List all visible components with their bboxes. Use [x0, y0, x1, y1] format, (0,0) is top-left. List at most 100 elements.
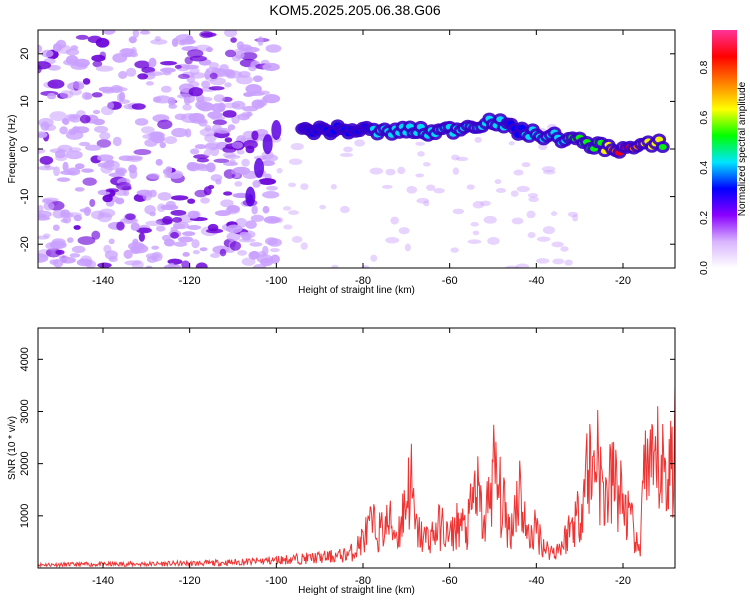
sparse-blob — [466, 184, 475, 190]
sparse-blob — [472, 230, 480, 236]
noise-blob — [262, 191, 280, 199]
noise-blob — [222, 110, 237, 118]
sparse-blob — [417, 151, 425, 157]
noise-blob — [98, 208, 116, 218]
sparse-blob — [291, 236, 303, 243]
noise-blob — [95, 65, 114, 72]
chart-title: KOM5.2025.205.06.38.G06 — [269, 2, 441, 18]
noise-blob — [97, 162, 115, 168]
noise-blob — [253, 155, 267, 160]
noise-blob — [134, 118, 149, 126]
sparse-blob — [288, 182, 297, 188]
noise-blob — [84, 260, 93, 267]
sparse-blob — [288, 158, 303, 165]
noise-blob — [204, 125, 212, 132]
noise-blob — [181, 260, 190, 268]
noise-blob — [206, 46, 213, 53]
sparse-blob — [415, 173, 425, 178]
noise-blob — [236, 41, 245, 50]
noise-blob — [220, 199, 234, 208]
noise-blob — [186, 162, 200, 172]
sparse-blob — [483, 215, 497, 224]
noise-blob — [136, 227, 152, 234]
x-tick-label: -60 — [442, 275, 458, 287]
sparse-blob — [390, 216, 399, 225]
noise-blob — [262, 62, 280, 72]
noise-blob — [269, 217, 282, 223]
noise-blob — [139, 30, 151, 35]
noise-blob — [252, 180, 261, 188]
noise-blob — [157, 191, 172, 201]
sparse-blob — [521, 162, 531, 168]
noise-blob — [79, 114, 91, 124]
noise-blob — [73, 225, 81, 230]
noise-blob — [213, 158, 230, 163]
noise-blob — [188, 86, 204, 97]
noise-blob — [54, 150, 66, 159]
noise-blob — [82, 78, 91, 85]
noise-blob — [252, 75, 263, 83]
x-tick-label: -120 — [179, 575, 201, 587]
noise-blob — [250, 214, 265, 222]
noise-blob — [47, 64, 61, 71]
sparse-blob — [536, 258, 550, 264]
noise-blob — [227, 124, 236, 131]
sparse-blob — [343, 146, 353, 153]
noise-blob — [46, 92, 57, 100]
sparse-blob — [370, 254, 378, 262]
sparse-blob — [474, 136, 482, 143]
noise-blob — [94, 125, 109, 133]
noise-blob — [256, 254, 273, 264]
noise-blob — [71, 245, 86, 254]
noise-blob — [239, 231, 250, 237]
x-axis-label: Height of straight line (km) — [298, 585, 415, 596]
colorbar-label: Normalized spectral amplitude — [737, 81, 748, 216]
noise-blob — [160, 85, 172, 93]
noise-blob — [231, 141, 243, 149]
noise-blob — [67, 115, 78, 121]
sparse-blob — [541, 166, 556, 172]
noise-blob — [172, 221, 190, 230]
noise-blob — [140, 126, 155, 134]
noise-blob — [195, 262, 208, 268]
x-axis-label: Height of straight line (km) — [298, 285, 415, 296]
noise-blob — [192, 249, 200, 255]
noise-blob — [180, 113, 199, 123]
colorbar-tick-label: 0.2 — [699, 211, 710, 225]
noise-blob — [141, 66, 156, 74]
sparse-blob — [288, 210, 300, 216]
colorbar-tick-label: 0.6 — [699, 110, 710, 124]
noise-blob — [168, 262, 176, 268]
noise-blob — [200, 32, 217, 37]
noise-blob — [134, 60, 150, 69]
noise-blob — [170, 231, 179, 239]
sparse-blob — [276, 216, 284, 224]
noise-blob — [91, 92, 103, 98]
noise-blob — [56, 39, 67, 49]
noise-blob — [78, 141, 91, 147]
noise-blob — [262, 205, 270, 214]
y-tick-label: 3000 — [19, 399, 31, 423]
snr-frame — [37, 327, 676, 569]
noise-blob — [165, 166, 173, 174]
noise-blob — [125, 67, 137, 77]
y-tick-label: 2000 — [19, 451, 31, 475]
noise-blob — [144, 191, 152, 198]
sparse-blob — [452, 208, 465, 215]
noise-blob — [145, 253, 161, 259]
noise-blob — [245, 220, 257, 229]
noise-blob — [38, 216, 51, 221]
noise-blob — [210, 116, 226, 121]
snr-chart: -140 -120 -100 -80 -60 -40 -20 1000 2000 3000 4000… — [7, 327, 676, 596]
noise-blob — [38, 148, 46, 154]
noise-blob — [261, 160, 275, 167]
noise-blob — [270, 254, 280, 264]
x-tick-label: -40 — [528, 575, 544, 587]
sparse-blob — [416, 197, 430, 204]
noise-blob — [230, 37, 237, 43]
noise-blob — [187, 49, 204, 58]
sparse-blob — [369, 167, 384, 175]
streak-blob — [245, 186, 256, 207]
y-tick-label: 0 — [19, 146, 31, 152]
noise-blob — [226, 232, 241, 242]
